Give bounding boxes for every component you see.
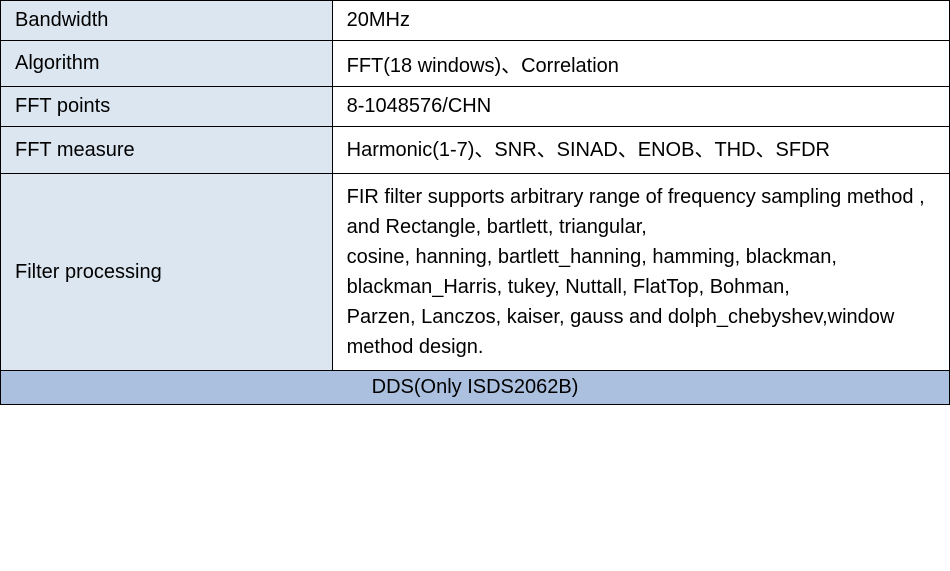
section-header-row: DDS(Only ISDS2062B) — [1, 371, 950, 405]
value-fft-measure: Harmonic(1-7)、SNR、SINAD、ENOB、THD、SFDR — [332, 127, 949, 174]
value-bandwidth: 20MHz — [332, 1, 949, 41]
value-filter-processing: FIR filter supports arbitrary range of f… — [332, 174, 949, 371]
table-row: FFT points 8-1048576/CHN — [1, 87, 950, 127]
table-row: Filter processing FIR filter supports ar… — [1, 174, 950, 371]
label-algorithm: Algorithm — [1, 41, 333, 87]
label-fft-points: FFT points — [1, 87, 333, 127]
value-fft-points: 8-1048576/CHN — [332, 87, 949, 127]
table-row: FFT measure Harmonic(1-7)、SNR、SINAD、ENOB… — [1, 127, 950, 174]
label-fft-measure: FFT measure — [1, 127, 333, 174]
spec-table: Bandwidth 20MHz Algorithm FFT(18 windows… — [0, 0, 950, 405]
label-filter-processing: Filter processing — [1, 174, 333, 371]
table-row: Algorithm FFT(18 windows)、Correlation — [1, 41, 950, 87]
value-algorithm: FFT(18 windows)、Correlation — [332, 41, 949, 87]
table-row: Bandwidth 20MHz — [1, 1, 950, 41]
section-header-dds: DDS(Only ISDS2062B) — [1, 371, 950, 405]
label-bandwidth: Bandwidth — [1, 1, 333, 41]
